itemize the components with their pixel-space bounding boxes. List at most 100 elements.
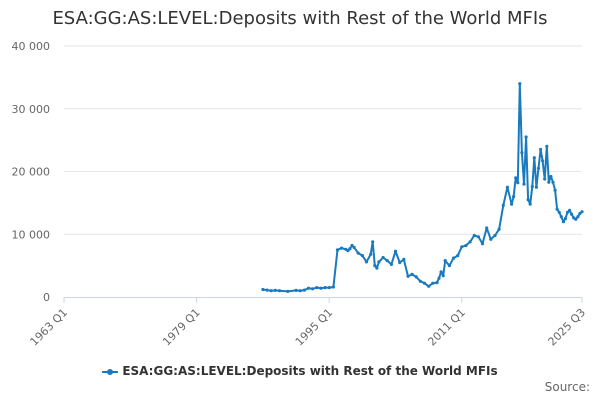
data-point (335, 248, 340, 252)
data-point (576, 215, 580, 219)
data-point (553, 188, 557, 192)
data-point (371, 240, 375, 244)
data-point (418, 279, 422, 283)
data-point (545, 144, 549, 148)
data-point (451, 256, 456, 260)
data-point (511, 195, 516, 199)
data-point (555, 207, 559, 211)
data-point (439, 270, 443, 274)
data-point (294, 288, 298, 292)
data-point (520, 151, 524, 155)
x-tick-label: 1979 Q1 (160, 306, 203, 349)
data-point (364, 260, 369, 264)
data-point (539, 147, 543, 152)
data-point (528, 202, 532, 206)
data-point (348, 247, 352, 251)
series-line (262, 82, 583, 293)
data-point (547, 180, 551, 184)
data-point (393, 249, 398, 253)
data-point (327, 286, 331, 290)
data-point (510, 202, 514, 206)
data-point (551, 180, 555, 184)
data-point (273, 288, 277, 292)
data-point (381, 255, 385, 260)
data-point (522, 182, 526, 186)
data-point (514, 176, 518, 180)
data-point (565, 210, 570, 214)
data-point (534, 185, 539, 189)
data-point (277, 289, 282, 293)
data-point (422, 281, 427, 285)
data-point (356, 251, 360, 255)
data-point (561, 220, 566, 224)
data-point (530, 185, 534, 189)
data-point (563, 217, 568, 221)
data-point (568, 208, 572, 212)
y-tick-label: 0 (43, 291, 50, 304)
data-point (480, 242, 485, 246)
data-point (476, 235, 480, 239)
y-tick-label: 20 000 (12, 166, 51, 179)
data-point (549, 174, 553, 179)
data-point (570, 212, 574, 216)
data-point (472, 233, 476, 238)
data-point (389, 262, 393, 266)
data-point (375, 266, 379, 270)
legend-marker (107, 368, 114, 375)
y-axis: 0 10 000 20 000 30 000 40 000 (12, 40, 51, 304)
data-point (536, 166, 541, 170)
data-point (443, 259, 447, 263)
data-point (306, 286, 311, 290)
data-point (524, 135, 528, 139)
source-credit[interactable]: Source: (544, 380, 590, 394)
data-point (437, 276, 441, 280)
data-point (468, 240, 472, 244)
data-point (377, 260, 381, 264)
data-point (414, 275, 418, 279)
data-point (497, 227, 501, 231)
data-point (532, 156, 536, 160)
data-point (398, 260, 402, 265)
data-point (541, 159, 545, 163)
data-point (441, 274, 445, 278)
data-point (435, 281, 439, 285)
x-axis: 1963 Q1 1979 Q1 1995 Q1 2011 Q1 2025 Q3 (28, 297, 588, 349)
legend[interactable]: ESA:GG:AS:LEVEL:Deposits with Rest of th… (0, 364, 600, 378)
data-point (456, 254, 460, 258)
data-point (516, 181, 520, 185)
legend-symbol (102, 367, 119, 377)
data-point (493, 233, 497, 238)
data-point (352, 245, 356, 249)
data-point (311, 287, 315, 291)
data-point (261, 287, 265, 292)
legend-item-label[interactable]: ESA:GG:AS:LEVEL:Deposits with Rest of th… (122, 364, 498, 378)
data-point (427, 284, 431, 288)
y-tick-label: 40 000 (12, 40, 51, 53)
data-point (580, 210, 584, 214)
data-point (447, 264, 451, 268)
y-tick-label: 10 000 (12, 228, 51, 241)
x-tick-label: 1963 Q1 (28, 306, 71, 349)
data-point (406, 274, 410, 278)
data-point (460, 245, 464, 249)
data-point (385, 259, 389, 263)
data-point (485, 226, 489, 230)
series-group (261, 82, 584, 293)
data-point (360, 254, 364, 258)
data-point (464, 243, 468, 248)
data-point (557, 210, 561, 214)
data-point (559, 215, 563, 219)
data-point (410, 272, 414, 276)
y-tick-label: 30 000 (12, 103, 51, 116)
data-point (574, 217, 578, 221)
data-point (265, 288, 269, 292)
data-point (350, 243, 354, 248)
data-point (505, 185, 509, 189)
data-point (501, 203, 505, 207)
data-point (286, 289, 290, 293)
data-point (331, 285, 335, 289)
data-point (543, 177, 547, 181)
data-point (526, 198, 530, 202)
data-point (269, 289, 273, 293)
